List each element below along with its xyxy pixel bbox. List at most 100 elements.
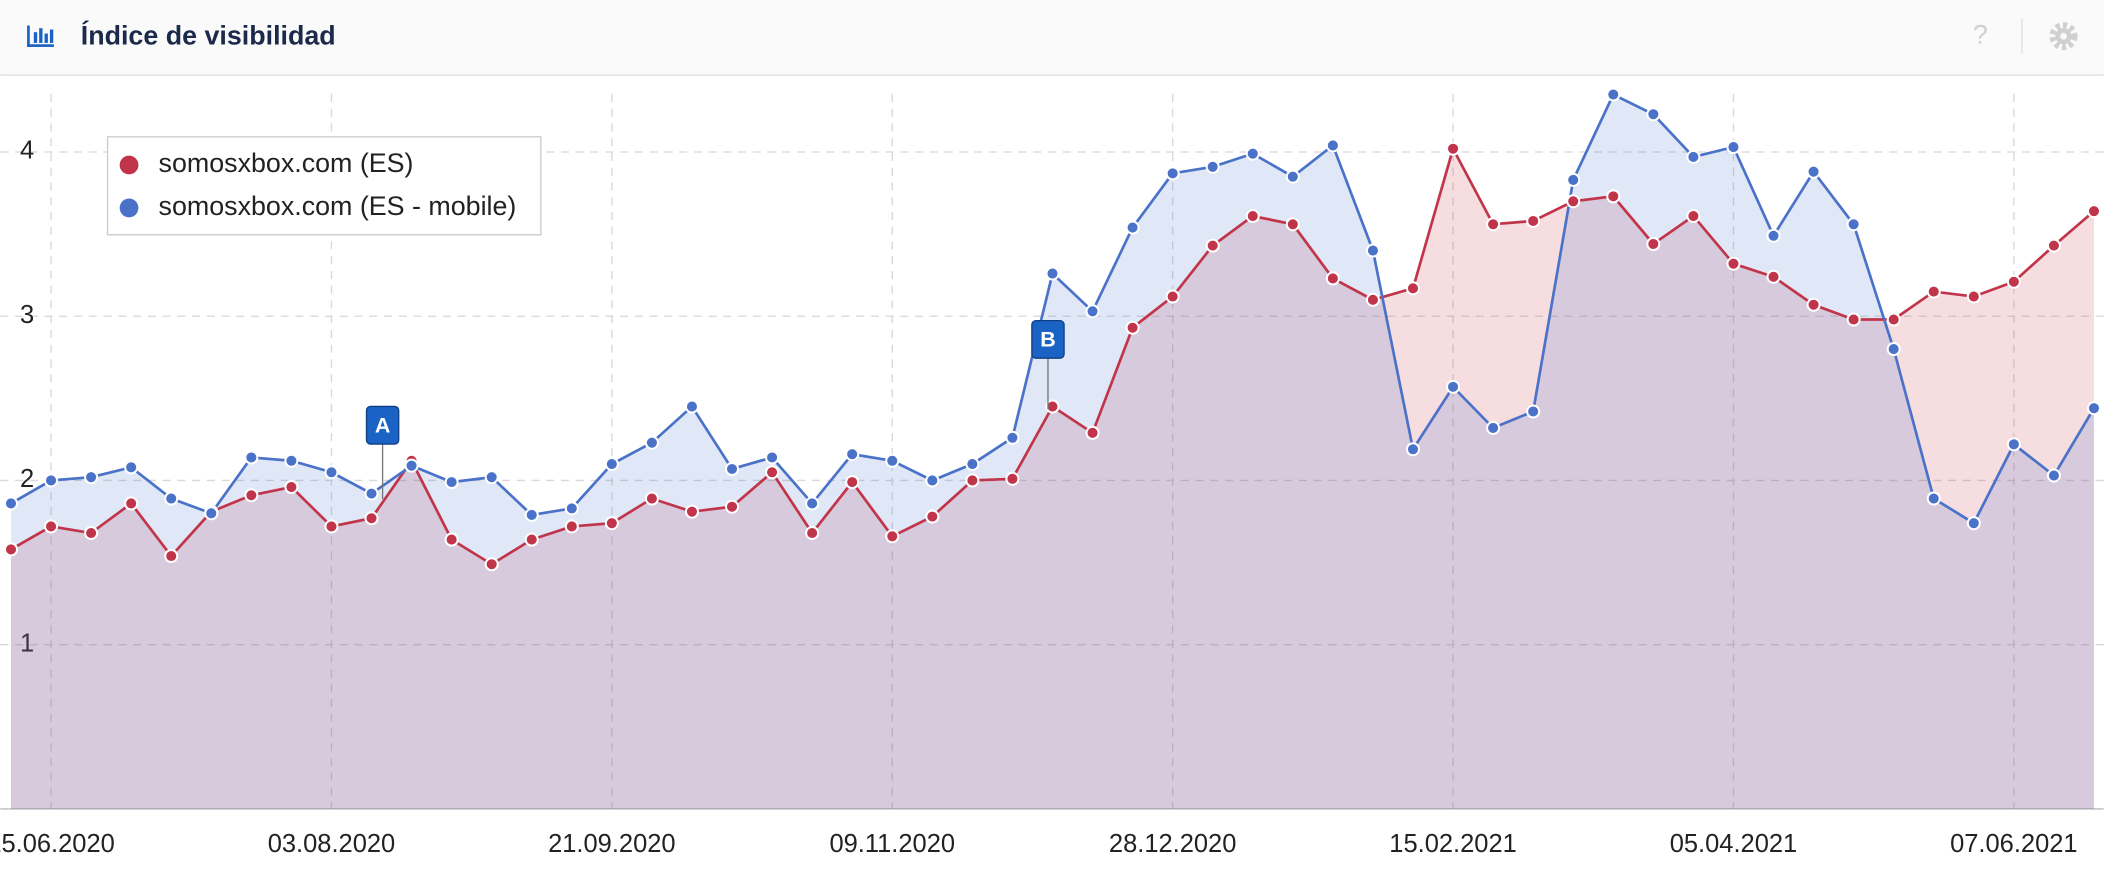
data-point [1526, 213, 1541, 229]
data-point [484, 470, 499, 485]
legend-label: somosxbox.com (ES - mobile) [159, 191, 517, 221]
data-point [364, 511, 379, 526]
data-point [1926, 491, 1941, 506]
data-point [724, 499, 740, 514]
x-tick-label: 07.06.2021 [1950, 830, 2077, 858]
data-point [164, 491, 179, 506]
data-point [1045, 266, 1060, 281]
data-point [2086, 204, 2102, 219]
data-point [1125, 320, 1140, 335]
data-point [44, 473, 59, 488]
event-marker [365, 405, 400, 445]
legend-marker [119, 155, 139, 175]
data-point [84, 470, 99, 485]
series-area [10, 148, 2094, 809]
y-tick-label: 3 [20, 301, 34, 329]
data-point [805, 525, 820, 541]
data-point [1205, 159, 1220, 174]
data-point [1446, 141, 1461, 156]
data-point [1686, 209, 1701, 224]
data-point [1405, 442, 1421, 457]
data-point [484, 557, 499, 572]
data-point [1205, 238, 1220, 253]
data-point [1886, 342, 1901, 357]
data-point [1646, 236, 1661, 252]
header-title: Índice de visibilidad [81, 20, 336, 51]
data-point [1886, 312, 1901, 327]
help-button[interactable]: ? [1973, 19, 1988, 49]
data-point [44, 519, 59, 534]
data-point [364, 486, 379, 501]
series-area [10, 94, 2094, 809]
data-point [1085, 304, 1100, 319]
event-marker [1031, 319, 1065, 359]
data-point [204, 506, 219, 521]
data-point [1165, 166, 1180, 181]
data-point [925, 473, 940, 488]
data-point [1766, 269, 1781, 284]
x-tick-label: 05.04.2021 [1670, 830, 1797, 858]
data-point [1726, 140, 1741, 155]
event-label: A [375, 413, 391, 437]
data-point [604, 516, 619, 531]
data-point [1926, 284, 1941, 299]
data-point [1245, 146, 1260, 161]
data-point [1005, 430, 1020, 445]
y-tick-label: 4 [20, 137, 34, 165]
data-point [1005, 471, 1020, 486]
data-point [845, 447, 860, 462]
data-point [1285, 169, 1300, 184]
data-point [244, 450, 259, 465]
data-point [684, 504, 700, 519]
data-point [124, 460, 139, 475]
data-point [1365, 243, 1380, 258]
data-point [644, 491, 659, 506]
data-point [124, 496, 139, 511]
settings-button[interactable] [2049, 22, 2078, 51]
legend-marker [119, 198, 139, 218]
data-point [1646, 107, 1661, 122]
data-point [1325, 138, 1340, 153]
data-point [1766, 228, 1781, 243]
data-point [1325, 271, 1340, 286]
data-point [765, 465, 780, 480]
data-point [845, 475, 860, 490]
data-point [1686, 149, 1701, 164]
data-point [1966, 289, 1981, 304]
data-point [1726, 256, 1741, 271]
data-point [644, 435, 659, 450]
data-point [1806, 164, 1821, 179]
data-point [244, 488, 259, 503]
data-point [564, 501, 579, 516]
data-point [1486, 420, 1501, 435]
data-point [2086, 401, 2102, 416]
x-tick-label: 15.06.2020 [0, 830, 115, 858]
data-point [1606, 87, 1621, 102]
data-point [2046, 238, 2061, 253]
plot-area: 1 2 3 4 15.06.2020 03.08.2020 21.09.2020 09.11.… [0, 87, 2104, 858]
data-point [1566, 194, 1581, 209]
y-tick-label: 1 [20, 629, 34, 657]
data-point [684, 399, 700, 414]
data-point [1486, 217, 1501, 232]
x-tick-label: 28.12.2020 [1109, 830, 1236, 858]
data-point [724, 461, 740, 477]
data-point [1365, 292, 1380, 307]
data-point [524, 507, 539, 522]
data-point [284, 479, 299, 495]
data-point [404, 458, 419, 473]
data-point [84, 525, 99, 541]
data-point [604, 457, 619, 472]
data-point [1846, 312, 1861, 327]
data-point [1566, 172, 1581, 187]
data-point [1846, 217, 1861, 232]
data-point [885, 529, 900, 544]
data-point [1245, 209, 1260, 224]
data-point [164, 548, 179, 564]
x-tick-label: 21.09.2020 [548, 830, 675, 858]
data-point [805, 496, 820, 511]
data-point [444, 532, 459, 547]
data-point [1405, 281, 1421, 296]
